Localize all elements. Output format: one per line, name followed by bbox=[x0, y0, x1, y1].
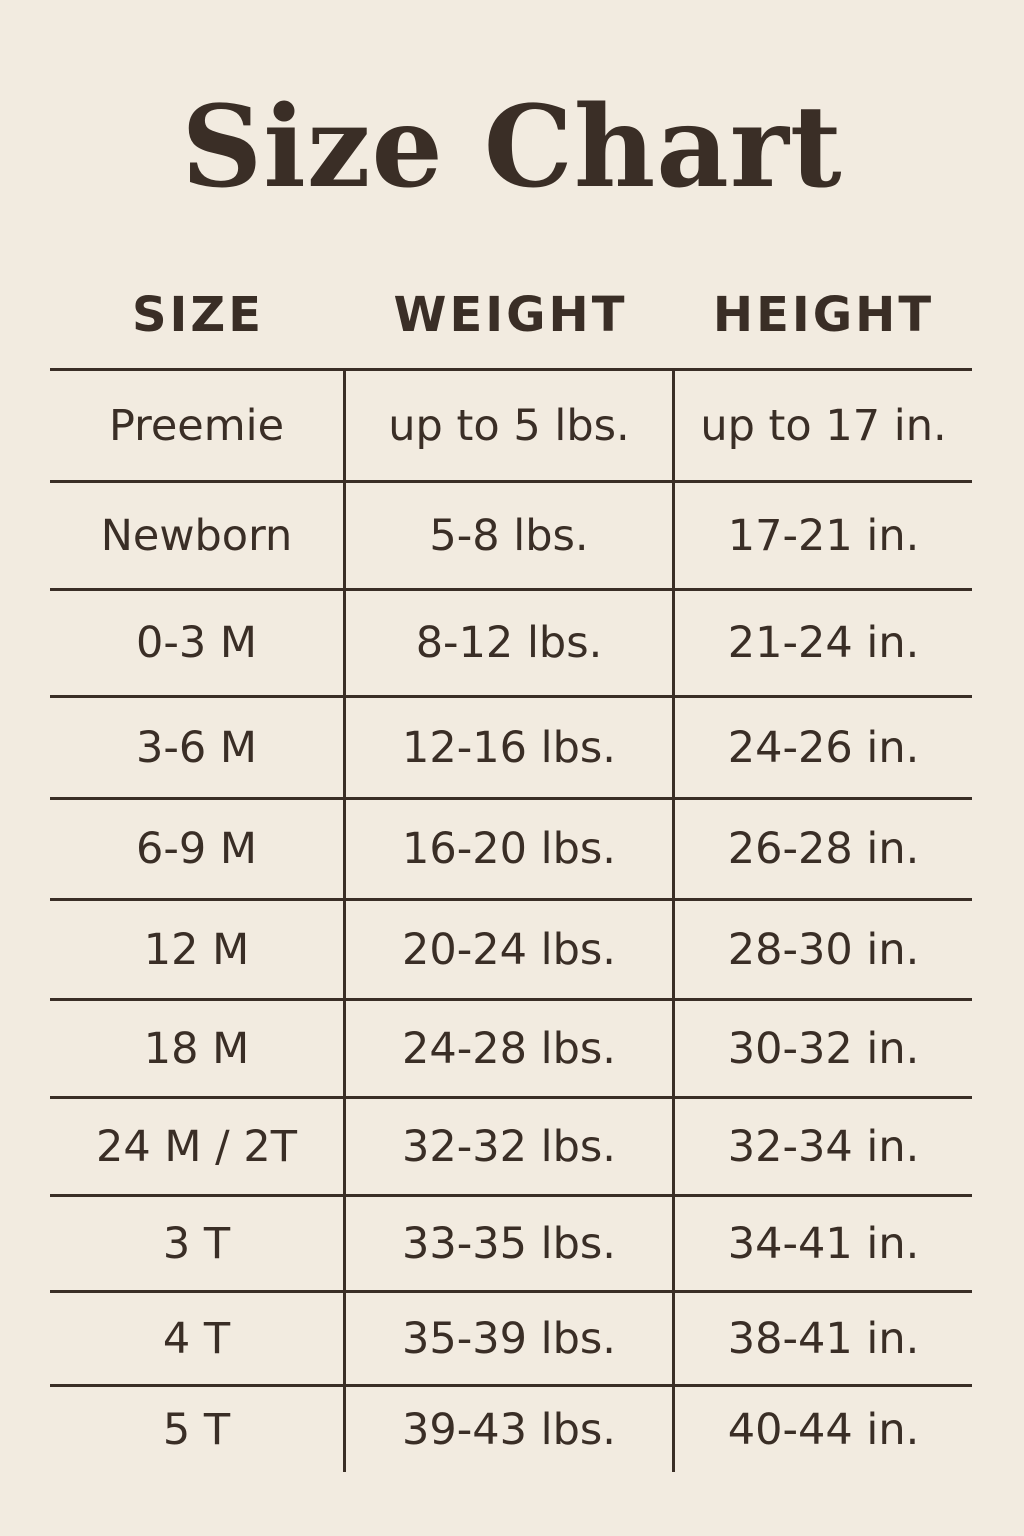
cell-height: 38-41 in. bbox=[727, 1313, 920, 1364]
table-row: Preemie up to 5 lbs. up to 17 in. bbox=[50, 371, 972, 483]
cell-weight: 20-24 lbs. bbox=[346, 901, 675, 998]
size-table: Preemie up to 5 lbs. up to 17 in. Newborn 5-… bbox=[50, 368, 972, 1472]
cell-weight: 24-28 lbs. bbox=[346, 1001, 675, 1096]
cell-size: 0-3 M bbox=[50, 591, 346, 695]
cell-weight: 12-16 lbs. bbox=[346, 698, 675, 797]
cell-size: 18 M bbox=[50, 1001, 346, 1096]
cell-size: 3-6 M bbox=[50, 698, 346, 797]
cell-height: 30-32 in. bbox=[727, 1023, 920, 1074]
cell-weight: up to 5 lbs. bbox=[346, 371, 675, 480]
cell-size: 4 T bbox=[50, 1293, 346, 1384]
table-row: Newborn 5-8 lbs. 17-21 in. bbox=[50, 483, 972, 591]
page-title: Size Chart bbox=[181, 82, 843, 213]
cell-size: Newborn bbox=[50, 483, 346, 588]
cell-weight: 32-32 lbs. bbox=[346, 1099, 675, 1194]
table-row: 3 T 33-35 lbs. 34-41 in. bbox=[50, 1197, 972, 1293]
table-row: 5 T 39-43 lbs. 40-44 in. bbox=[50, 1387, 972, 1472]
table-row: 12 M 20-24 lbs. 28-30 in. bbox=[50, 901, 972, 1001]
cell-size: 12 M bbox=[50, 901, 346, 998]
cell-size: Preemie bbox=[50, 371, 346, 480]
column-header-size: SIZE bbox=[131, 287, 265, 343]
cell-weight: 39-43 lbs. bbox=[346, 1387, 675, 1472]
table-row: 3-6 M 12-16 lbs. 24-26 in. bbox=[50, 698, 972, 800]
column-header-weight: WEIGHT bbox=[393, 287, 628, 343]
column-header-height: HEIGHT bbox=[712, 287, 935, 343]
cell-weight: 8-12 lbs. bbox=[346, 591, 675, 695]
cell-height: 40-44 in. bbox=[727, 1404, 920, 1455]
table-row: 18 M 24-28 lbs. 30-32 in. bbox=[50, 1001, 972, 1099]
cell-height: 34-41 in. bbox=[727, 1218, 920, 1269]
table-header: SIZE WEIGHT HEIGHT bbox=[50, 280, 972, 350]
cell-height: 26-28 in. bbox=[727, 824, 920, 874]
cell-size: 6-9 M bbox=[50, 800, 346, 898]
cell-height: 17-21 in. bbox=[727, 510, 920, 561]
cell-weight: 35-39 lbs. bbox=[346, 1293, 675, 1384]
cell-size: 24 M / 2T bbox=[50, 1099, 346, 1194]
table-row: 0-3 M 8-12 lbs. 21-24 in. bbox=[50, 591, 972, 698]
cell-size: 5 T bbox=[50, 1387, 346, 1472]
table-row: 24 M / 2T 32-32 lbs. 32-34 in. bbox=[50, 1099, 972, 1197]
cell-size: 3 T bbox=[50, 1197, 346, 1290]
cell-weight: 33-35 lbs. bbox=[346, 1197, 675, 1290]
cell-weight: 16-20 lbs. bbox=[346, 800, 675, 898]
cell-height: up to 17 in. bbox=[700, 400, 947, 451]
cell-height: 32-34 in. bbox=[727, 1121, 920, 1172]
cell-height: 28-30 in. bbox=[727, 924, 920, 975]
cell-height: 21-24 in. bbox=[727, 618, 920, 668]
table-row: 4 T 35-39 lbs. 38-41 in. bbox=[50, 1293, 972, 1387]
cell-weight: 5-8 lbs. bbox=[346, 483, 675, 588]
table-row: 6-9 M 16-20 lbs. 26-28 in. bbox=[50, 800, 972, 901]
cell-height: 24-26 in. bbox=[727, 722, 920, 773]
